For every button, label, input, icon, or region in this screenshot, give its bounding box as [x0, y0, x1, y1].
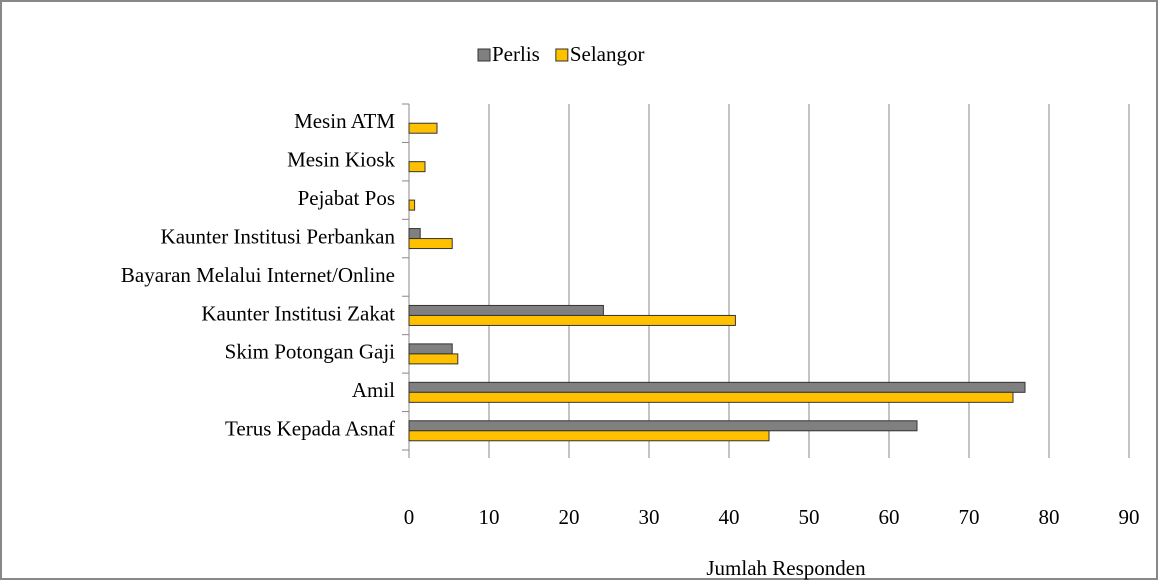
- legend-label: Selangor: [570, 42, 645, 66]
- x-tick-label: 60: [879, 505, 900, 529]
- bar: [408, 199, 416, 211]
- y-tick-label: Amil: [352, 378, 395, 402]
- y-tick-label: Mesin ATM: [294, 109, 395, 133]
- bar: [408, 343, 453, 355]
- x-tick-label: 20: [559, 505, 580, 529]
- legend-swatch: [555, 48, 569, 62]
- x-tick-label: 80: [1039, 505, 1060, 529]
- x-tick-label: 50: [799, 505, 820, 529]
- x-axis-title: Jumlah Responden: [706, 556, 866, 580]
- y-tick-label: Kaunter Institusi Zakat: [201, 301, 395, 325]
- bar: [408, 353, 459, 365]
- x-tick-label: 90: [1119, 505, 1140, 529]
- bar: [408, 381, 1026, 393]
- x-tick-label: 40: [719, 505, 740, 529]
- y-tick-label: Kaunter Institusi Perbankan: [161, 224, 396, 248]
- x-tick-label: 70: [959, 505, 980, 529]
- bar: [408, 228, 421, 240]
- bar: [408, 238, 453, 250]
- bar: [408, 391, 1014, 403]
- bar: [408, 161, 426, 173]
- y-tick-label: Bayaran Melalui Internet/Online: [121, 263, 395, 287]
- y-tick-label: Skim Potongan Gaji: [225, 340, 396, 364]
- y-tick-label: Terus Kepada Asnaf: [225, 417, 395, 441]
- bar: [408, 430, 770, 442]
- legend-swatch: [477, 48, 491, 62]
- x-tick-label: 0: [404, 505, 415, 529]
- x-tick-label: 30: [639, 505, 660, 529]
- legend-label: Perlis: [492, 42, 540, 66]
- y-tick-label: Pejabat Pos: [298, 186, 395, 210]
- bar: [408, 420, 918, 432]
- x-tick-label: 10: [479, 505, 500, 529]
- bar: [408, 304, 604, 316]
- bar: [408, 314, 736, 326]
- y-tick-label: Mesin Kiosk: [287, 147, 395, 171]
- bar: [408, 122, 438, 134]
